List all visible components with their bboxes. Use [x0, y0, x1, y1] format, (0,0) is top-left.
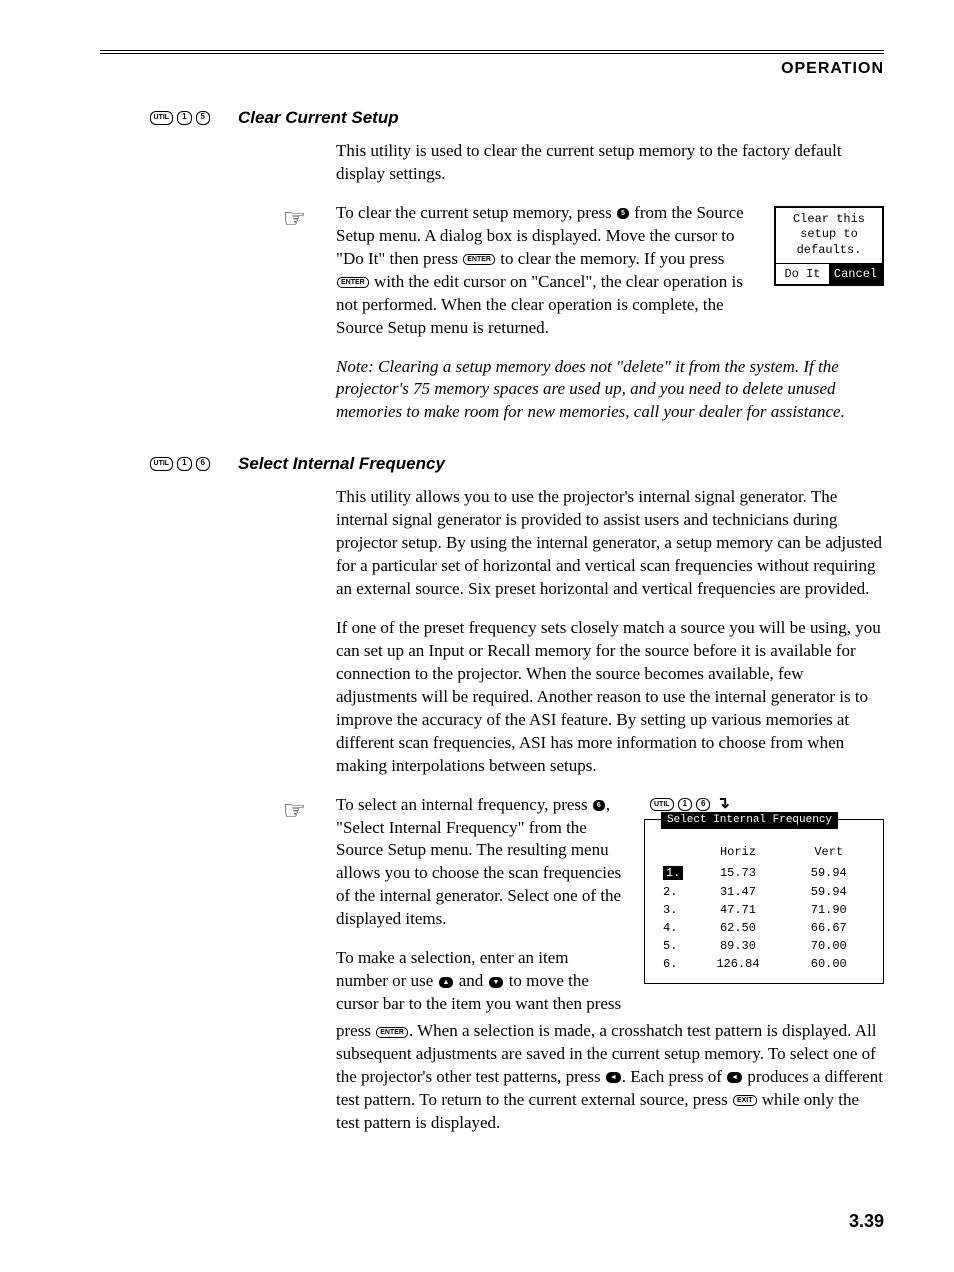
paragraph: To clear the current setup memory, press…: [336, 202, 754, 340]
paragraph: If one of the preset frequency sets clos…: [336, 617, 884, 778]
frequency-table: Horiz Vert 1.15.7359.942.31.4759.943.47.…: [657, 840, 871, 973]
frequency-panel: UTIL 1 6 ↴ Select Internal Frequency Hor…: [644, 794, 884, 985]
instruction-row: ☞ To clear the current setup memory, pre…: [100, 202, 884, 356]
key-util: UTIL: [150, 111, 174, 125]
key-1: 1: [678, 798, 692, 811]
key-enter-inline: ENTER: [376, 1027, 408, 1038]
key-left-inline: ◄: [606, 1072, 621, 1083]
table-row[interactable]: 5.89.3070.00: [657, 937, 871, 955]
key-sequence: UTIL 1 6: [100, 457, 230, 471]
key-enter-inline: ENTER: [463, 254, 495, 265]
key-util: UTIL: [650, 798, 674, 812]
key-exit-inline: EXIT: [733, 1095, 757, 1106]
paragraph: This utility allows you to use the proje…: [336, 486, 884, 601]
table-row[interactable]: 6.126.8460.00: [657, 955, 871, 973]
section-head: UTIL 1 5 Clear Current Setup: [100, 108, 884, 128]
pointing-hand-icon: ☞: [283, 796, 306, 826]
dialog-message: Clear this setup to defaults.: [776, 208, 882, 264]
key-5-inline: 5: [617, 208, 629, 219]
key-5: 5: [196, 111, 210, 125]
section-title: Select Internal Frequency: [238, 454, 445, 474]
hand-gutter: ☞: [100, 202, 336, 234]
key-sequence: UTIL 1 5: [100, 111, 230, 125]
pointing-hand-icon: ☞: [283, 204, 306, 234]
frequency-menu: Select Internal Frequency Horiz Vert 1.1…: [644, 819, 884, 984]
instruction-row: ☞ To select an internal frequency, press…: [100, 794, 884, 1151]
dialog-buttons: Do It Cancel: [776, 264, 882, 284]
key-up-inline: ▲: [439, 977, 454, 988]
table-header-row: Horiz Vert: [657, 840, 871, 864]
hand-gutter: ☞: [100, 794, 336, 826]
key-6: 6: [196, 457, 210, 471]
instruction-content: To select an internal frequency, press 6…: [336, 794, 884, 1151]
page-header: OPERATION: [100, 60, 884, 78]
text-column: To select an internal frequency, press 6…: [336, 794, 624, 1032]
clear-dialog: Clear this setup to defaults. Do It Canc…: [774, 206, 884, 286]
key-6: 6: [696, 798, 710, 811]
do-it-button[interactable]: Do It: [776, 264, 829, 284]
key-enter-inline: ENTER: [337, 277, 369, 288]
section-title: Clear Current Setup: [238, 108, 399, 128]
section-clear-current-setup: UTIL 1 5 Clear Current Setup This utilit…: [100, 108, 884, 424]
paragraph: This utility is used to clear the curren…: [336, 140, 884, 186]
section-select-internal-frequency: UTIL 1 6 Select Internal Frequency This …: [100, 454, 884, 1150]
table-row[interactable]: 3.47.7171.90: [657, 901, 871, 919]
key-down-inline: ▼: [489, 977, 504, 988]
cancel-button[interactable]: Cancel: [829, 264, 882, 284]
col-horiz: Horiz: [689, 840, 786, 864]
note-paragraph: Note: Clearing a setup memory does not "…: [336, 356, 884, 425]
instruction-content: To clear the current setup memory, press…: [336, 202, 884, 356]
col-vert: Vert: [787, 840, 871, 864]
key-6-inline: 6: [593, 800, 605, 811]
page-number: 3.39: [100, 1211, 884, 1232]
table-row[interactable]: 2.31.4759.94: [657, 883, 871, 901]
section-head: UTIL 1 6 Select Internal Frequency: [100, 454, 884, 474]
key-util: UTIL: [150, 457, 174, 471]
table-row[interactable]: 4.62.5066.67: [657, 919, 871, 937]
header-rule: [100, 50, 884, 54]
key-1: 1: [177, 457, 191, 471]
paragraph: press ENTER. When a selection is made, a…: [336, 1020, 884, 1135]
table-row[interactable]: 1.15.7359.94: [657, 864, 871, 882]
key-left-inline: ◄: [727, 1072, 742, 1083]
key-1: 1: [177, 111, 191, 125]
frequency-menu-title: Select Internal Frequency: [661, 812, 838, 829]
